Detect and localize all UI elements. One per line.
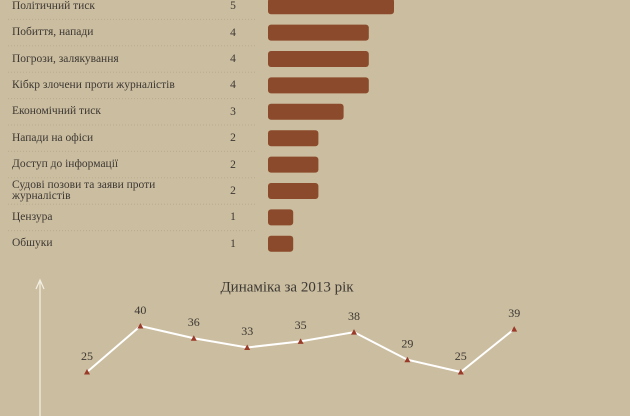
- point-marker: [404, 356, 411, 363]
- value-label: 2: [230, 158, 236, 171]
- bar: [268, 235, 294, 252]
- category-label: Політичний тиск: [12, 0, 96, 12]
- value-label: 35: [295, 318, 307, 332]
- value-label: 25: [455, 349, 467, 363]
- point-marker: [297, 338, 304, 344]
- value-label: 25: [81, 349, 93, 363]
- bar: [268, 77, 369, 94]
- category-label: Економічний тиск: [12, 105, 101, 118]
- bar: [268, 24, 369, 41]
- bar: [268, 0, 394, 15]
- point-marker: [84, 369, 90, 375]
- value-label: 29: [401, 336, 413, 350]
- point-marker: [190, 335, 197, 341]
- value-label: 39: [508, 306, 520, 320]
- bar: [268, 156, 319, 173]
- value-label: 4: [230, 26, 236, 39]
- value-label: 5: [230, 0, 236, 13]
- point-marker: [511, 326, 518, 332]
- value-label: 33: [241, 324, 253, 338]
- value-label: 2: [230, 132, 236, 145]
- value-label: 4: [230, 53, 236, 65]
- category-label: Цензура: [12, 210, 53, 223]
- value-label: 40: [134, 303, 146, 317]
- line: [86, 324, 515, 374]
- category-label: Кібкр злочени проти журналістів: [12, 78, 175, 91]
- value-label: 38: [348, 309, 360, 323]
- value-label: 2: [230, 185, 236, 197]
- value-label: 1: [230, 237, 236, 250]
- bar: [268, 209, 294, 226]
- axis-arrow: [35, 278, 45, 290]
- point-marker: [244, 344, 251, 350]
- category-label: Напади на офіси: [12, 131, 94, 144]
- chart-title: Динаміка за 2013 рік: [220, 279, 354, 295]
- bar: [268, 130, 319, 147]
- bar: [268, 51, 369, 67]
- value-label: 36: [188, 315, 200, 329]
- category-label: Доступ до інформації: [12, 158, 119, 171]
- value-label: 4: [230, 79, 236, 92]
- point-marker: [457, 369, 464, 375]
- bar: [268, 103, 344, 120]
- bar: [268, 183, 319, 199]
- value-label: 3: [230, 105, 236, 118]
- category-label: Погрози, залякування: [12, 52, 119, 65]
- point-marker: [351, 329, 357, 335]
- category-label: Обшуки: [12, 237, 53, 250]
- value-label: 1: [230, 211, 236, 224]
- category-label: Судові позови та заяви проти журналістів: [12, 179, 156, 202]
- category-label: Побиття, напади: [12, 26, 94, 39]
- point-marker: [137, 323, 144, 329]
